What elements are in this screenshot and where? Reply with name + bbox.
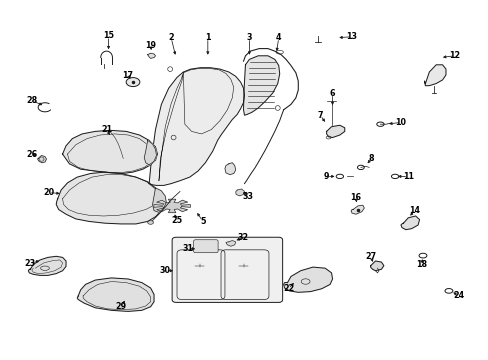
Text: 6: 6 xyxy=(329,89,335,98)
FancyBboxPatch shape xyxy=(193,240,218,253)
Polygon shape xyxy=(424,65,445,86)
Text: 29: 29 xyxy=(116,302,126,311)
FancyBboxPatch shape xyxy=(172,237,282,302)
Text: 28: 28 xyxy=(26,96,38,105)
Text: 3: 3 xyxy=(246,33,252,42)
Polygon shape xyxy=(147,53,155,58)
Text: 16: 16 xyxy=(350,194,361,202)
Polygon shape xyxy=(400,216,419,230)
Text: 21: 21 xyxy=(101,125,112,134)
Text: 1: 1 xyxy=(204,33,210,42)
Text: 32: 32 xyxy=(238,233,248,242)
Text: 10: 10 xyxy=(395,118,406,127)
Text: 26: 26 xyxy=(27,150,38,158)
Text: 15: 15 xyxy=(103,31,114,40)
Text: 12: 12 xyxy=(448,51,459,60)
Text: 23: 23 xyxy=(25,259,36,268)
Polygon shape xyxy=(224,163,235,175)
Polygon shape xyxy=(235,189,244,196)
Text: 7: 7 xyxy=(317,111,323,120)
Text: 9: 9 xyxy=(323,172,329,181)
Polygon shape xyxy=(62,130,157,174)
Polygon shape xyxy=(28,256,66,275)
Polygon shape xyxy=(243,56,279,115)
Polygon shape xyxy=(152,188,166,212)
Polygon shape xyxy=(38,156,46,163)
Text: 17: 17 xyxy=(122,71,133,80)
Text: 18: 18 xyxy=(415,260,426,269)
Text: 11: 11 xyxy=(402,172,413,181)
Ellipse shape xyxy=(126,77,140,86)
Ellipse shape xyxy=(147,221,153,224)
Text: 30: 30 xyxy=(160,266,170,275)
Text: 2: 2 xyxy=(168,33,174,42)
Text: 25: 25 xyxy=(171,216,182,225)
Polygon shape xyxy=(56,172,162,224)
Text: 13: 13 xyxy=(346,32,357,41)
Polygon shape xyxy=(370,261,383,271)
Text: 5: 5 xyxy=(200,217,205,226)
Text: 4: 4 xyxy=(275,33,281,42)
Text: 20: 20 xyxy=(43,188,54,197)
Polygon shape xyxy=(77,278,154,311)
Polygon shape xyxy=(144,140,156,165)
Polygon shape xyxy=(350,205,364,214)
Text: 33: 33 xyxy=(243,192,253,201)
Text: 31: 31 xyxy=(183,244,193,253)
Polygon shape xyxy=(326,125,344,138)
Text: 24: 24 xyxy=(452,292,463,300)
Text: 8: 8 xyxy=(368,154,374,163)
Text: 22: 22 xyxy=(282,284,294,293)
Polygon shape xyxy=(149,68,244,185)
Polygon shape xyxy=(154,199,190,213)
Polygon shape xyxy=(283,267,332,292)
Text: 27: 27 xyxy=(365,252,375,261)
Text: 19: 19 xyxy=(145,40,156,49)
Polygon shape xyxy=(225,240,235,246)
Text: 14: 14 xyxy=(408,206,419,215)
